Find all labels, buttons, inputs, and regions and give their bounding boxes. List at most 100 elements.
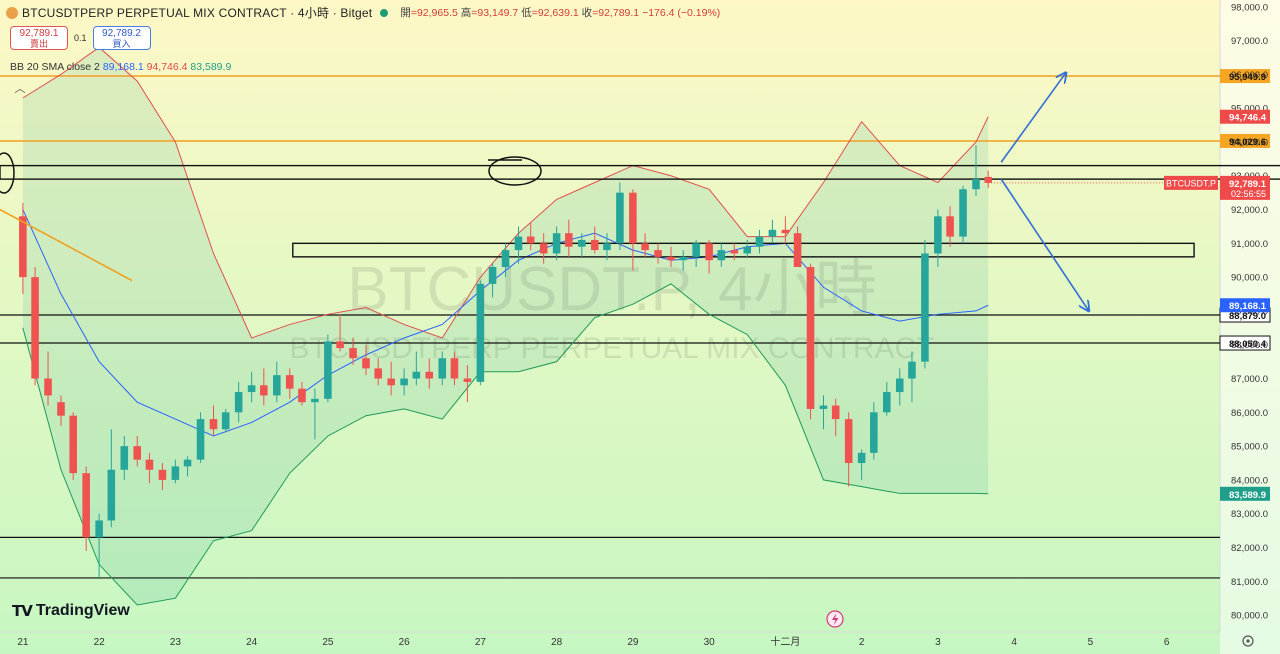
candle-body-34 <box>450 358 459 379</box>
candle-59 <box>768 219 777 244</box>
indicator-legend[interactable]: BB 20 SMA close 2 89,168.1 94,746.4 83,5… <box>10 61 231 73</box>
price-tick-label-2: 96,000.0 <box>1231 70 1268 81</box>
candle-3 <box>57 395 65 426</box>
high-label: 高 <box>460 7 472 19</box>
settings-gear-icon[interactable] <box>1242 635 1254 647</box>
price-axis-panel[interactable] <box>1220 0 1280 654</box>
candle-body-55 <box>717 250 726 261</box>
candle-body-44 <box>578 239 586 247</box>
candle-body-62 <box>806 266 815 409</box>
candle-15 <box>209 405 218 436</box>
symbol-tag-label-1: BTCUSDT.P <box>1166 178 1216 188</box>
trendline <box>0 208 133 282</box>
candle-5 <box>82 466 90 551</box>
candle-17 <box>234 381 243 423</box>
market-status-icon <box>380 8 389 17</box>
price-tick-label-16: 82,000.0 <box>1231 543 1268 554</box>
symbol-title[interactable]: BTCUSDTPERP PERPETUAL MIX CONTRACT · 4小時… <box>22 6 373 20</box>
candles[interactable] <box>19 145 1163 578</box>
price-tag-label-3: 83,589.9 <box>1229 490 1266 501</box>
tradingview-logo: 𝗧𝗩 TradingView <box>12 602 130 620</box>
candle-body-38 <box>501 250 510 267</box>
price-tick-label-12: 86,000.0 <box>1231 408 1268 419</box>
price-tick-label-17: 81,000.0 <box>1231 577 1268 588</box>
candle-body-29 <box>387 378 395 386</box>
candle-body-59 <box>768 229 777 237</box>
ellipse-top[interactable] <box>488 156 542 186</box>
time-tick-label-14: 5 <box>1088 637 1094 648</box>
candle-38 <box>501 243 510 278</box>
horizontal-line-label-1: 94,029.6 <box>1229 137 1266 148</box>
collapse-legend-icon[interactable]: ︿ <box>14 83 26 95</box>
candle-body-18 <box>247 385 256 393</box>
candle-body-10 <box>145 459 154 470</box>
low-value: =92,639.1 <box>531 7 579 19</box>
horizontal-lines[interactable]: 95,949.9 94,029.6 88,879.0 88,050.4 <box>0 69 1271 579</box>
candle-body-57 <box>743 246 752 254</box>
lightning-icon[interactable] <box>826 610 844 628</box>
candle-body-22 <box>298 388 306 403</box>
candle-18 <box>247 371 256 403</box>
candle-body-76 <box>984 176 992 183</box>
candle-body-72 <box>934 216 942 254</box>
candle-4 <box>69 412 77 480</box>
time-tick-label-4: 25 <box>322 637 334 648</box>
price-tick-label-4: 94,000.0 <box>1231 137 1268 148</box>
time-tick-label-9: 30 <box>704 637 716 648</box>
candle-57 <box>743 239 752 257</box>
candle-61 <box>793 226 802 267</box>
time-tick-label-6: 27 <box>475 637 487 648</box>
change-value: −176.4 (−0.19%) <box>642 7 721 19</box>
candle-body-28 <box>374 368 382 379</box>
buy-button[interactable]: 92,789.2 買入 <box>92 26 151 50</box>
time-axis[interactable]: 21 22 23 24 25 26 27 28 29 30 十二月 2 3 4 5 6 <box>17 635 1170 648</box>
candle-body-19 <box>260 385 268 396</box>
candle-48 <box>629 189 637 271</box>
candle-body-37 <box>488 266 497 284</box>
ellipse-left[interactable] <box>0 152 15 194</box>
candle-body-6 <box>95 520 103 538</box>
candle-body-47 <box>616 192 624 244</box>
price-tick-label-3: 95,000.0 <box>1231 104 1268 115</box>
drawings[interactable] <box>0 73 1089 311</box>
time-tick-label-10: 十二月 <box>770 635 800 648</box>
candle-71 <box>921 239 929 369</box>
candle-14 <box>196 412 205 464</box>
candle-body-5 <box>82 473 90 538</box>
sell-button[interactable]: 92,789.1 賣出 <box>10 26 68 50</box>
buy-label: 買入 <box>112 39 131 49</box>
candle-body-36 <box>476 283 485 382</box>
watermark-line2: BTCUSDTPERP PERPETUAL MIX CONTRACT <box>289 332 934 365</box>
candle-74 <box>959 185 967 244</box>
tradingview-logo-text: TradingView <box>35 602 130 619</box>
candle-9 <box>133 435 142 467</box>
candle-63 <box>819 395 828 430</box>
candle-8 <box>120 435 129 480</box>
candle-body-8 <box>120 446 129 470</box>
candle-body-26 <box>349 348 357 359</box>
price-tag-bg-1 <box>1220 175 1270 200</box>
time-tick-label-11: 2 <box>859 637 865 648</box>
candle-body-14 <box>196 419 205 460</box>
candle-body-35 <box>463 378 472 382</box>
candle-65 <box>844 412 853 487</box>
zones[interactable] <box>0 164 1280 258</box>
candle-body-40 <box>526 236 535 244</box>
ohlc-values: 開=92,965.5 高=93,149.7 低=92,639.1 收=92,78… <box>400 5 720 20</box>
candle-73 <box>946 206 954 247</box>
time-tick-label-12: 3 <box>935 637 941 648</box>
horizontal-line-label-bg-3 <box>1219 335 1271 351</box>
candle-19 <box>260 368 268 406</box>
price-tick-label-10: 88,000.0 <box>1231 340 1268 351</box>
candle-body-61 <box>793 233 802 267</box>
candle-0 <box>19 202 27 295</box>
candle-body-27 <box>362 358 370 369</box>
candle-16 <box>221 408 230 433</box>
candle-32 <box>425 358 434 389</box>
close-label: 收 <box>581 7 593 19</box>
candle-body-75 <box>972 179 980 190</box>
candle-body-52 <box>679 256 687 261</box>
candle-body-17 <box>234 392 243 413</box>
